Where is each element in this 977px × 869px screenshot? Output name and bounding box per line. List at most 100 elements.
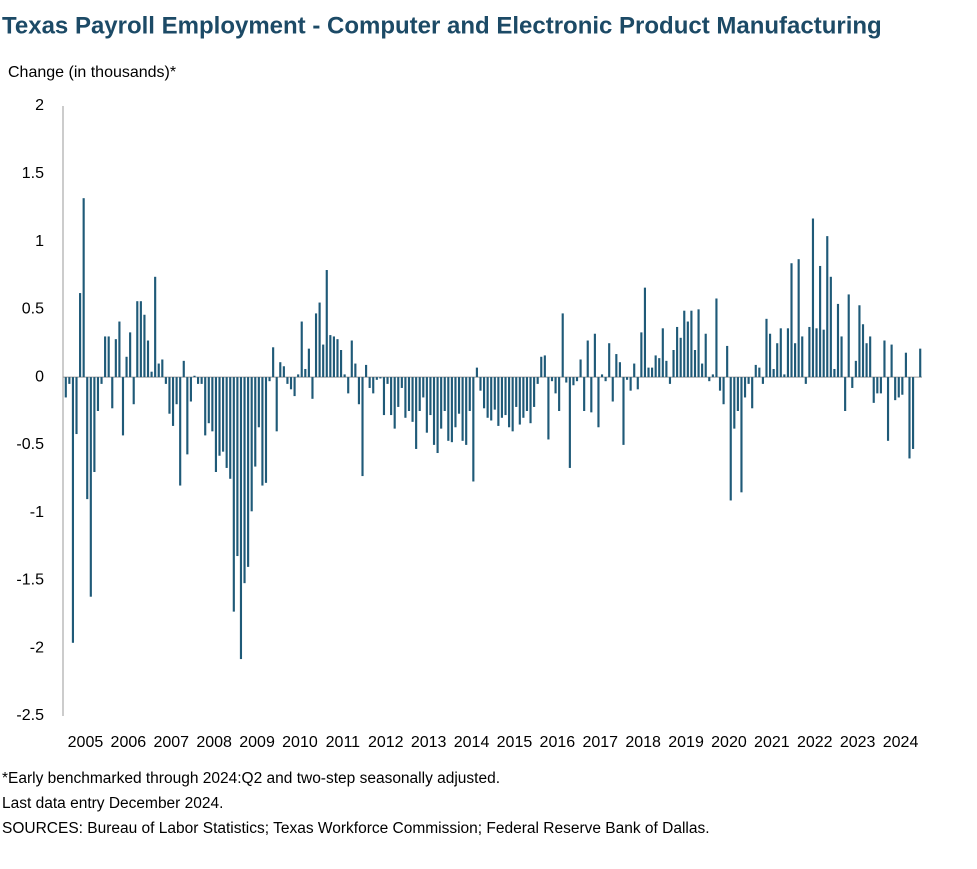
bar bbox=[139, 301, 142, 378]
bar bbox=[583, 377, 586, 411]
bar bbox=[836, 303, 840, 378]
bar bbox=[350, 340, 353, 378]
bar bbox=[250, 377, 253, 512]
bar bbox=[336, 339, 339, 378]
x-tick-label: 2012 bbox=[368, 734, 404, 751]
bar bbox=[518, 377, 521, 425]
bar bbox=[558, 377, 561, 411]
bar bbox=[497, 377, 500, 426]
y-tick-label: 0 bbox=[35, 368, 44, 385]
bar bbox=[357, 377, 361, 405]
bar bbox=[572, 377, 575, 386]
bar bbox=[293, 377, 296, 397]
bar bbox=[432, 377, 436, 445]
x-tick-label: 2009 bbox=[239, 734, 275, 751]
bar bbox=[132, 377, 135, 405]
x-tick-label: 2010 bbox=[282, 734, 318, 751]
bar bbox=[522, 377, 525, 418]
bar bbox=[901, 377, 904, 395]
bar bbox=[776, 343, 779, 378]
bar bbox=[600, 374, 604, 378]
bar bbox=[429, 377, 432, 416]
bar bbox=[390, 377, 393, 416]
bar bbox=[157, 363, 160, 378]
bar bbox=[189, 377, 192, 402]
bar bbox=[168, 377, 171, 414]
bar bbox=[822, 329, 825, 378]
x-tick-label: 2011 bbox=[326, 734, 361, 751]
bar bbox=[515, 377, 518, 407]
bar bbox=[690, 310, 693, 378]
bar bbox=[633, 363, 636, 378]
y-tick-label: -2.5 bbox=[16, 707, 44, 724]
bar bbox=[529, 377, 532, 424]
bar bbox=[854, 360, 857, 378]
bar bbox=[508, 377, 511, 428]
bar bbox=[479, 377, 482, 391]
bar bbox=[701, 363, 704, 378]
bar bbox=[68, 377, 71, 384]
bar bbox=[318, 302, 321, 378]
bar bbox=[908, 377, 911, 459]
bar bbox=[382, 377, 386, 416]
bar bbox=[579, 359, 582, 378]
y-tick-label: -0.5 bbox=[16, 436, 44, 453]
bar bbox=[100, 377, 103, 384]
x-tick-label: 2024 bbox=[883, 734, 919, 751]
bar bbox=[590, 377, 593, 413]
bar bbox=[819, 265, 822, 378]
bar bbox=[647, 367, 650, 378]
bar bbox=[740, 377, 743, 493]
bar bbox=[372, 377, 375, 394]
bar bbox=[482, 377, 486, 409]
bar bbox=[211, 377, 214, 432]
bar bbox=[111, 377, 114, 409]
bar bbox=[129, 332, 132, 378]
bar bbox=[711, 374, 714, 378]
bar bbox=[815, 328, 818, 378]
bar bbox=[511, 377, 514, 432]
bar bbox=[332, 336, 335, 378]
bar bbox=[193, 375, 196, 378]
bar bbox=[86, 377, 89, 500]
bar bbox=[743, 377, 747, 398]
bar bbox=[797, 259, 800, 378]
bar bbox=[257, 377, 260, 428]
bar bbox=[676, 326, 679, 378]
bar bbox=[347, 377, 350, 394]
bar bbox=[754, 364, 757, 378]
bar bbox=[525, 377, 529, 411]
bar bbox=[93, 377, 96, 472]
bar bbox=[811, 218, 815, 378]
bar bbox=[200, 377, 203, 384]
bar bbox=[608, 343, 611, 378]
bar bbox=[500, 377, 504, 418]
x-tick-label: 2008 bbox=[196, 734, 232, 751]
bar bbox=[886, 377, 890, 441]
bar bbox=[833, 368, 836, 378]
bar bbox=[393, 377, 396, 429]
bar bbox=[643, 287, 647, 378]
bar bbox=[761, 377, 764, 384]
x-tick-label: 2014 bbox=[454, 734, 490, 751]
bar bbox=[379, 377, 382, 379]
y-tick-label: 1.5 bbox=[22, 165, 44, 182]
bar bbox=[125, 356, 128, 378]
bar bbox=[300, 321, 303, 378]
bar bbox=[289, 377, 293, 390]
x-tick-label: 2021 bbox=[754, 734, 790, 751]
bar bbox=[611, 377, 614, 402]
bar bbox=[368, 377, 371, 388]
bar bbox=[704, 333, 707, 378]
bar bbox=[565, 377, 568, 383]
bar bbox=[493, 377, 496, 410]
bar bbox=[457, 377, 461, 414]
bar bbox=[865, 343, 868, 378]
bar bbox=[161, 359, 164, 378]
bar bbox=[672, 350, 675, 378]
bar bbox=[844, 377, 847, 411]
bar bbox=[229, 377, 232, 479]
bar bbox=[365, 364, 368, 378]
